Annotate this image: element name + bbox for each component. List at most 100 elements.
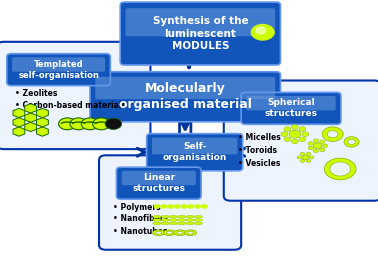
Circle shape	[59, 118, 76, 130]
Circle shape	[105, 118, 122, 130]
Circle shape	[327, 131, 338, 138]
Text: Linear
structures: Linear structures	[132, 173, 185, 193]
Ellipse shape	[169, 222, 178, 225]
Circle shape	[306, 152, 311, 155]
FancyBboxPatch shape	[224, 80, 378, 201]
Text: • Carbon-based materials: • Carbon-based materials	[15, 101, 126, 110]
Circle shape	[344, 137, 359, 147]
Polygon shape	[25, 104, 37, 113]
Ellipse shape	[184, 230, 197, 236]
Circle shape	[319, 140, 325, 143]
Text: • Toroids: • Toroids	[238, 146, 277, 155]
Circle shape	[194, 204, 201, 209]
Circle shape	[167, 204, 174, 209]
Circle shape	[70, 118, 87, 130]
Polygon shape	[25, 122, 37, 132]
Circle shape	[284, 127, 291, 131]
Circle shape	[319, 148, 325, 152]
Circle shape	[201, 204, 208, 209]
Circle shape	[289, 130, 301, 138]
Ellipse shape	[194, 215, 203, 218]
Text: Self-
organisation: Self- organisation	[163, 142, 227, 162]
Ellipse shape	[177, 231, 183, 234]
Circle shape	[306, 159, 311, 163]
Ellipse shape	[153, 230, 165, 236]
Ellipse shape	[153, 215, 161, 218]
Circle shape	[309, 156, 314, 159]
Ellipse shape	[178, 219, 186, 221]
Circle shape	[324, 158, 356, 180]
FancyBboxPatch shape	[125, 8, 275, 36]
Text: • Polymers: • Polymers	[113, 203, 161, 212]
Text: Molecularly
organised material: Molecularly organised material	[119, 82, 252, 111]
Text: • Nanofibers: • Nanofibers	[113, 214, 169, 223]
Circle shape	[322, 144, 328, 148]
Ellipse shape	[186, 222, 194, 225]
Circle shape	[322, 127, 343, 141]
Polygon shape	[25, 113, 37, 122]
Polygon shape	[37, 118, 48, 127]
Circle shape	[281, 132, 288, 136]
Circle shape	[348, 139, 355, 144]
Text: Spherical
structures: Spherical structures	[265, 98, 318, 118]
Circle shape	[299, 137, 306, 142]
FancyBboxPatch shape	[116, 167, 201, 199]
Circle shape	[300, 152, 305, 155]
Circle shape	[297, 156, 302, 159]
Ellipse shape	[194, 222, 203, 225]
Circle shape	[330, 162, 350, 176]
Ellipse shape	[161, 219, 169, 221]
Ellipse shape	[186, 215, 194, 218]
Circle shape	[181, 204, 187, 209]
Circle shape	[291, 139, 298, 144]
Ellipse shape	[169, 215, 178, 218]
Ellipse shape	[186, 219, 194, 221]
Circle shape	[256, 27, 266, 34]
FancyBboxPatch shape	[99, 155, 241, 250]
Text: • Micelles: • Micelles	[238, 133, 281, 142]
Polygon shape	[37, 108, 48, 118]
Circle shape	[300, 159, 305, 163]
Ellipse shape	[178, 222, 186, 225]
FancyBboxPatch shape	[0, 42, 150, 149]
Circle shape	[299, 127, 306, 131]
Ellipse shape	[178, 215, 186, 218]
Ellipse shape	[156, 231, 162, 234]
Circle shape	[313, 139, 319, 143]
FancyBboxPatch shape	[12, 57, 105, 72]
Ellipse shape	[174, 230, 186, 236]
Ellipse shape	[187, 231, 194, 234]
Circle shape	[93, 118, 110, 130]
Ellipse shape	[161, 222, 169, 225]
FancyBboxPatch shape	[7, 54, 110, 86]
Text: Synthesis of the
luminescent
MODULES: Synthesis of the luminescent MODULES	[153, 16, 248, 51]
Circle shape	[284, 137, 291, 142]
Circle shape	[81, 118, 99, 130]
Circle shape	[308, 146, 313, 150]
Ellipse shape	[169, 219, 178, 221]
Polygon shape	[13, 118, 25, 127]
Ellipse shape	[166, 231, 172, 234]
Ellipse shape	[161, 215, 169, 218]
Polygon shape	[13, 127, 25, 136]
Polygon shape	[13, 108, 25, 118]
FancyBboxPatch shape	[246, 96, 336, 110]
Ellipse shape	[153, 219, 161, 221]
FancyBboxPatch shape	[90, 72, 280, 122]
Circle shape	[251, 25, 274, 40]
Ellipse shape	[153, 222, 161, 225]
Text: • Nanotubes: • Nanotubes	[113, 227, 168, 236]
Circle shape	[153, 204, 160, 209]
Circle shape	[174, 204, 181, 209]
Ellipse shape	[163, 230, 175, 236]
FancyBboxPatch shape	[95, 77, 275, 99]
FancyBboxPatch shape	[120, 2, 280, 65]
Circle shape	[302, 132, 309, 136]
Circle shape	[187, 204, 194, 209]
Text: • Zeolites: • Zeolites	[15, 89, 57, 98]
Circle shape	[160, 204, 167, 209]
Ellipse shape	[194, 219, 203, 221]
FancyBboxPatch shape	[122, 171, 196, 185]
Polygon shape	[37, 127, 48, 136]
Text: • Vesicles: • Vesicles	[238, 159, 280, 168]
